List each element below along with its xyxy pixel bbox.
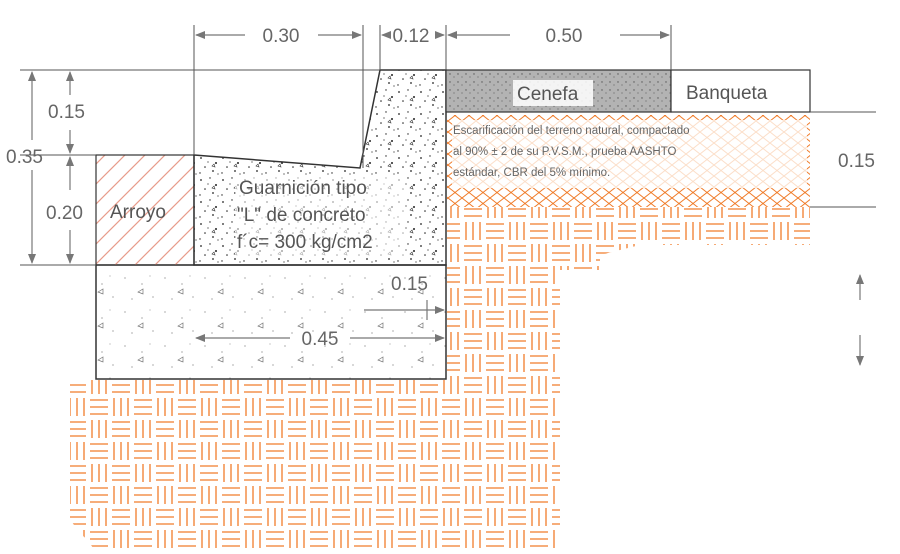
note-line2: al 90% ± 2 de su P.V.S.M., prueba AASHTO [453, 146, 677, 158]
dim-left-035: 0.35 [6, 147, 43, 168]
arroyo-label: Arroyo [110, 202, 166, 223]
dimension-lines [28, 31, 864, 366]
cenefa-label: Cenefa [517, 84, 579, 105]
note-line1: Escarificación del terreno natural, comp… [453, 125, 690, 137]
reference-lines [20, 25, 876, 266]
guarnicion-line2: "L" de concreto [237, 205, 366, 226]
cenefa-block [445, 69, 672, 113]
guarnicion-line1: Guarnición tipo [239, 178, 367, 199]
note-line3: estándar, CBR del 5% mínimo. [453, 167, 610, 179]
guarnicion-line3: f´c= 300 kg/cm2 [237, 232, 373, 253]
natural-soil [70, 207, 810, 550]
compacted-layer [447, 115, 810, 207]
dim-right-015: 0.15 [838, 151, 875, 172]
banqueta-block [670, 69, 811, 113]
dim-050: 0.50 [546, 26, 583, 47]
dim-left-020: 0.20 [46, 203, 83, 224]
dim-base-045: 0.45 [302, 329, 339, 350]
arroyo-zone [95, 154, 195, 266]
banqueta-label: Banqueta [686, 83, 768, 104]
dim-inner-015: 0.15 [391, 274, 428, 295]
dim-012: 0.12 [393, 26, 430, 47]
l-curb [193, 69, 447, 266]
dim-030: 0.30 [263, 26, 300, 47]
dim-left-015: 0.15 [48, 102, 85, 123]
